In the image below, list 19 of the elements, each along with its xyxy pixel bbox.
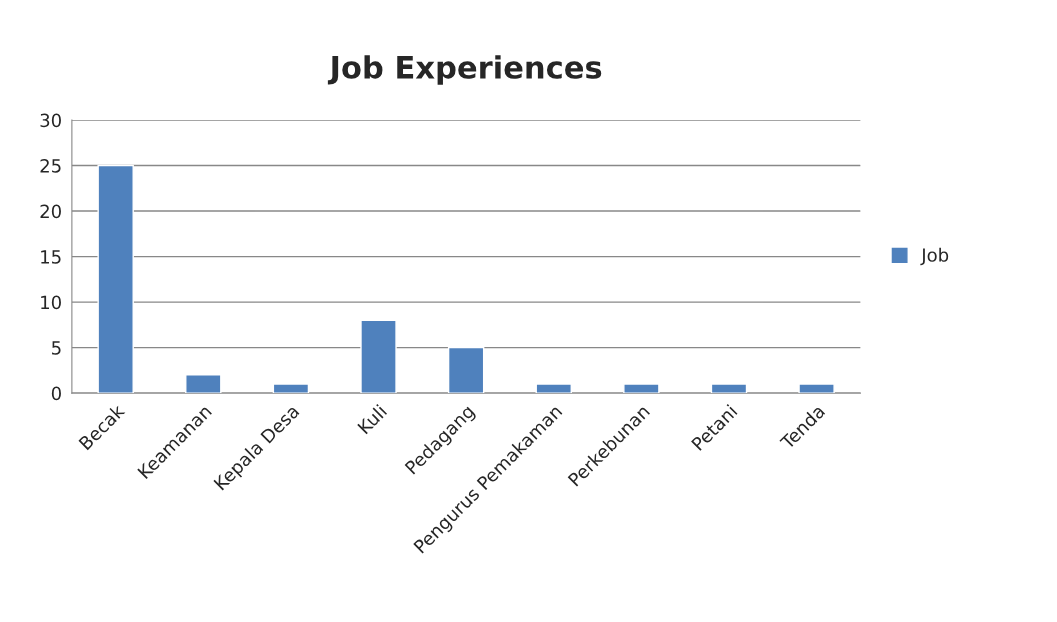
bar	[798, 383, 835, 394]
bar	[447, 346, 485, 394]
chart-title: Job Experiences	[327, 55, 602, 85]
bar	[623, 383, 660, 394]
y-tick-label: 5	[52, 341, 61, 355]
y-tick-label: 0	[51, 386, 61, 401]
y-tick-label: 25	[40, 159, 61, 173]
y-tick-label: 10	[41, 295, 61, 310]
bar	[360, 319, 397, 394]
bar	[535, 383, 572, 394]
x-tick-label: Kuli	[356, 404, 388, 435]
y-tick-label: 20	[40, 204, 61, 219]
bar	[272, 383, 310, 394]
legend-label: Job	[920, 247, 949, 266]
bar	[97, 164, 134, 394]
bar	[185, 374, 222, 394]
bar	[710, 383, 748, 394]
y-tick-label: 15	[41, 250, 61, 264]
y-tick-label: 30	[40, 113, 61, 128]
